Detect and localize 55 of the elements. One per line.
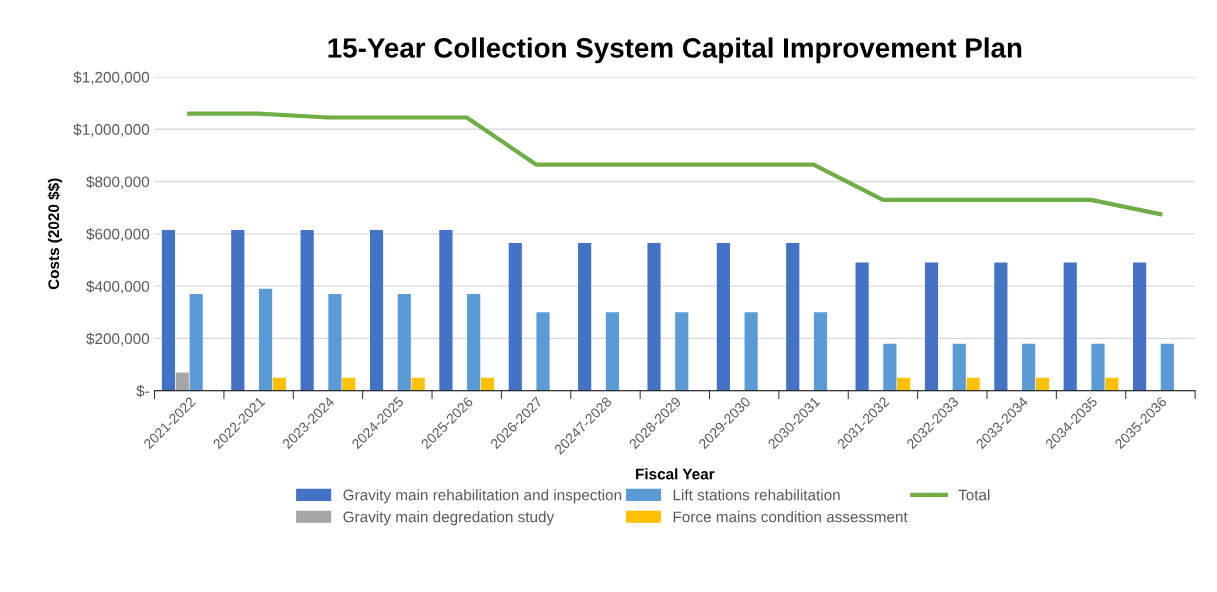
- y-tick-label: $400,000: [86, 280, 150, 294]
- legend-label: Lift stations rehabilitation: [673, 489, 840, 501]
- bar: [786, 242, 800, 391]
- bar: [328, 293, 342, 391]
- bar: [272, 377, 287, 391]
- bar: [508, 242, 522, 391]
- y-tick-label: $600,000: [86, 228, 150, 242]
- bar: [716, 242, 730, 391]
- legend-label: Gravity main degredation study: [343, 511, 555, 526]
- y-tick-label: $1,000,000: [73, 123, 150, 137]
- bar: [1160, 343, 1174, 391]
- bar: [467, 293, 481, 391]
- bar: [369, 229, 384, 391]
- bar: [1133, 262, 1147, 391]
- bar: [994, 262, 1008, 391]
- bar: [397, 293, 411, 391]
- legend-label: Total: [958, 489, 990, 501]
- bar: [1063, 262, 1077, 391]
- bar: [175, 372, 189, 391]
- x-axis-title: Fiscal Year: [636, 468, 715, 480]
- bar: [744, 312, 758, 391]
- bar: [1022, 343, 1036, 391]
- bar: [189, 293, 203, 391]
- bar: [439, 229, 453, 391]
- y-tick-label: $200,000: [86, 332, 150, 346]
- bar: [411, 377, 425, 391]
- bar: [952, 343, 966, 391]
- bar: [480, 377, 495, 391]
- bar: [258, 288, 273, 391]
- bar: [536, 312, 550, 391]
- legend-label: Gravity main rehabilitation and inspection: [343, 489, 622, 504]
- y-tick-label: $1,200,000: [73, 71, 150, 85]
- bar: [605, 312, 619, 391]
- y-tick-label: $800,000: [86, 175, 150, 190]
- bar: [897, 377, 911, 391]
- bar: [342, 377, 356, 391]
- bar: [231, 229, 245, 391]
- bar: [966, 377, 980, 391]
- bar: [1091, 343, 1105, 391]
- bar: [1105, 377, 1119, 391]
- legend-label: Force mains condition assessment: [673, 511, 908, 523]
- bar: [647, 242, 661, 391]
- line-series: [187, 111, 1163, 217]
- y-tick-label: $-: [136, 384, 150, 398]
- bar: [883, 343, 897, 391]
- bar: [161, 229, 176, 391]
- bar: [675, 312, 689, 391]
- bar: [1035, 377, 1050, 391]
- y-axis-title: Costs (2020 $$): [47, 178, 63, 290]
- bar: [300, 229, 314, 391]
- bar: [855, 262, 869, 391]
- bar: [813, 312, 828, 391]
- bar: [924, 262, 939, 391]
- bar: [578, 242, 592, 391]
- chart-title: 15-Year Collection System Capital Improvement Plan: [328, 37, 1022, 64]
